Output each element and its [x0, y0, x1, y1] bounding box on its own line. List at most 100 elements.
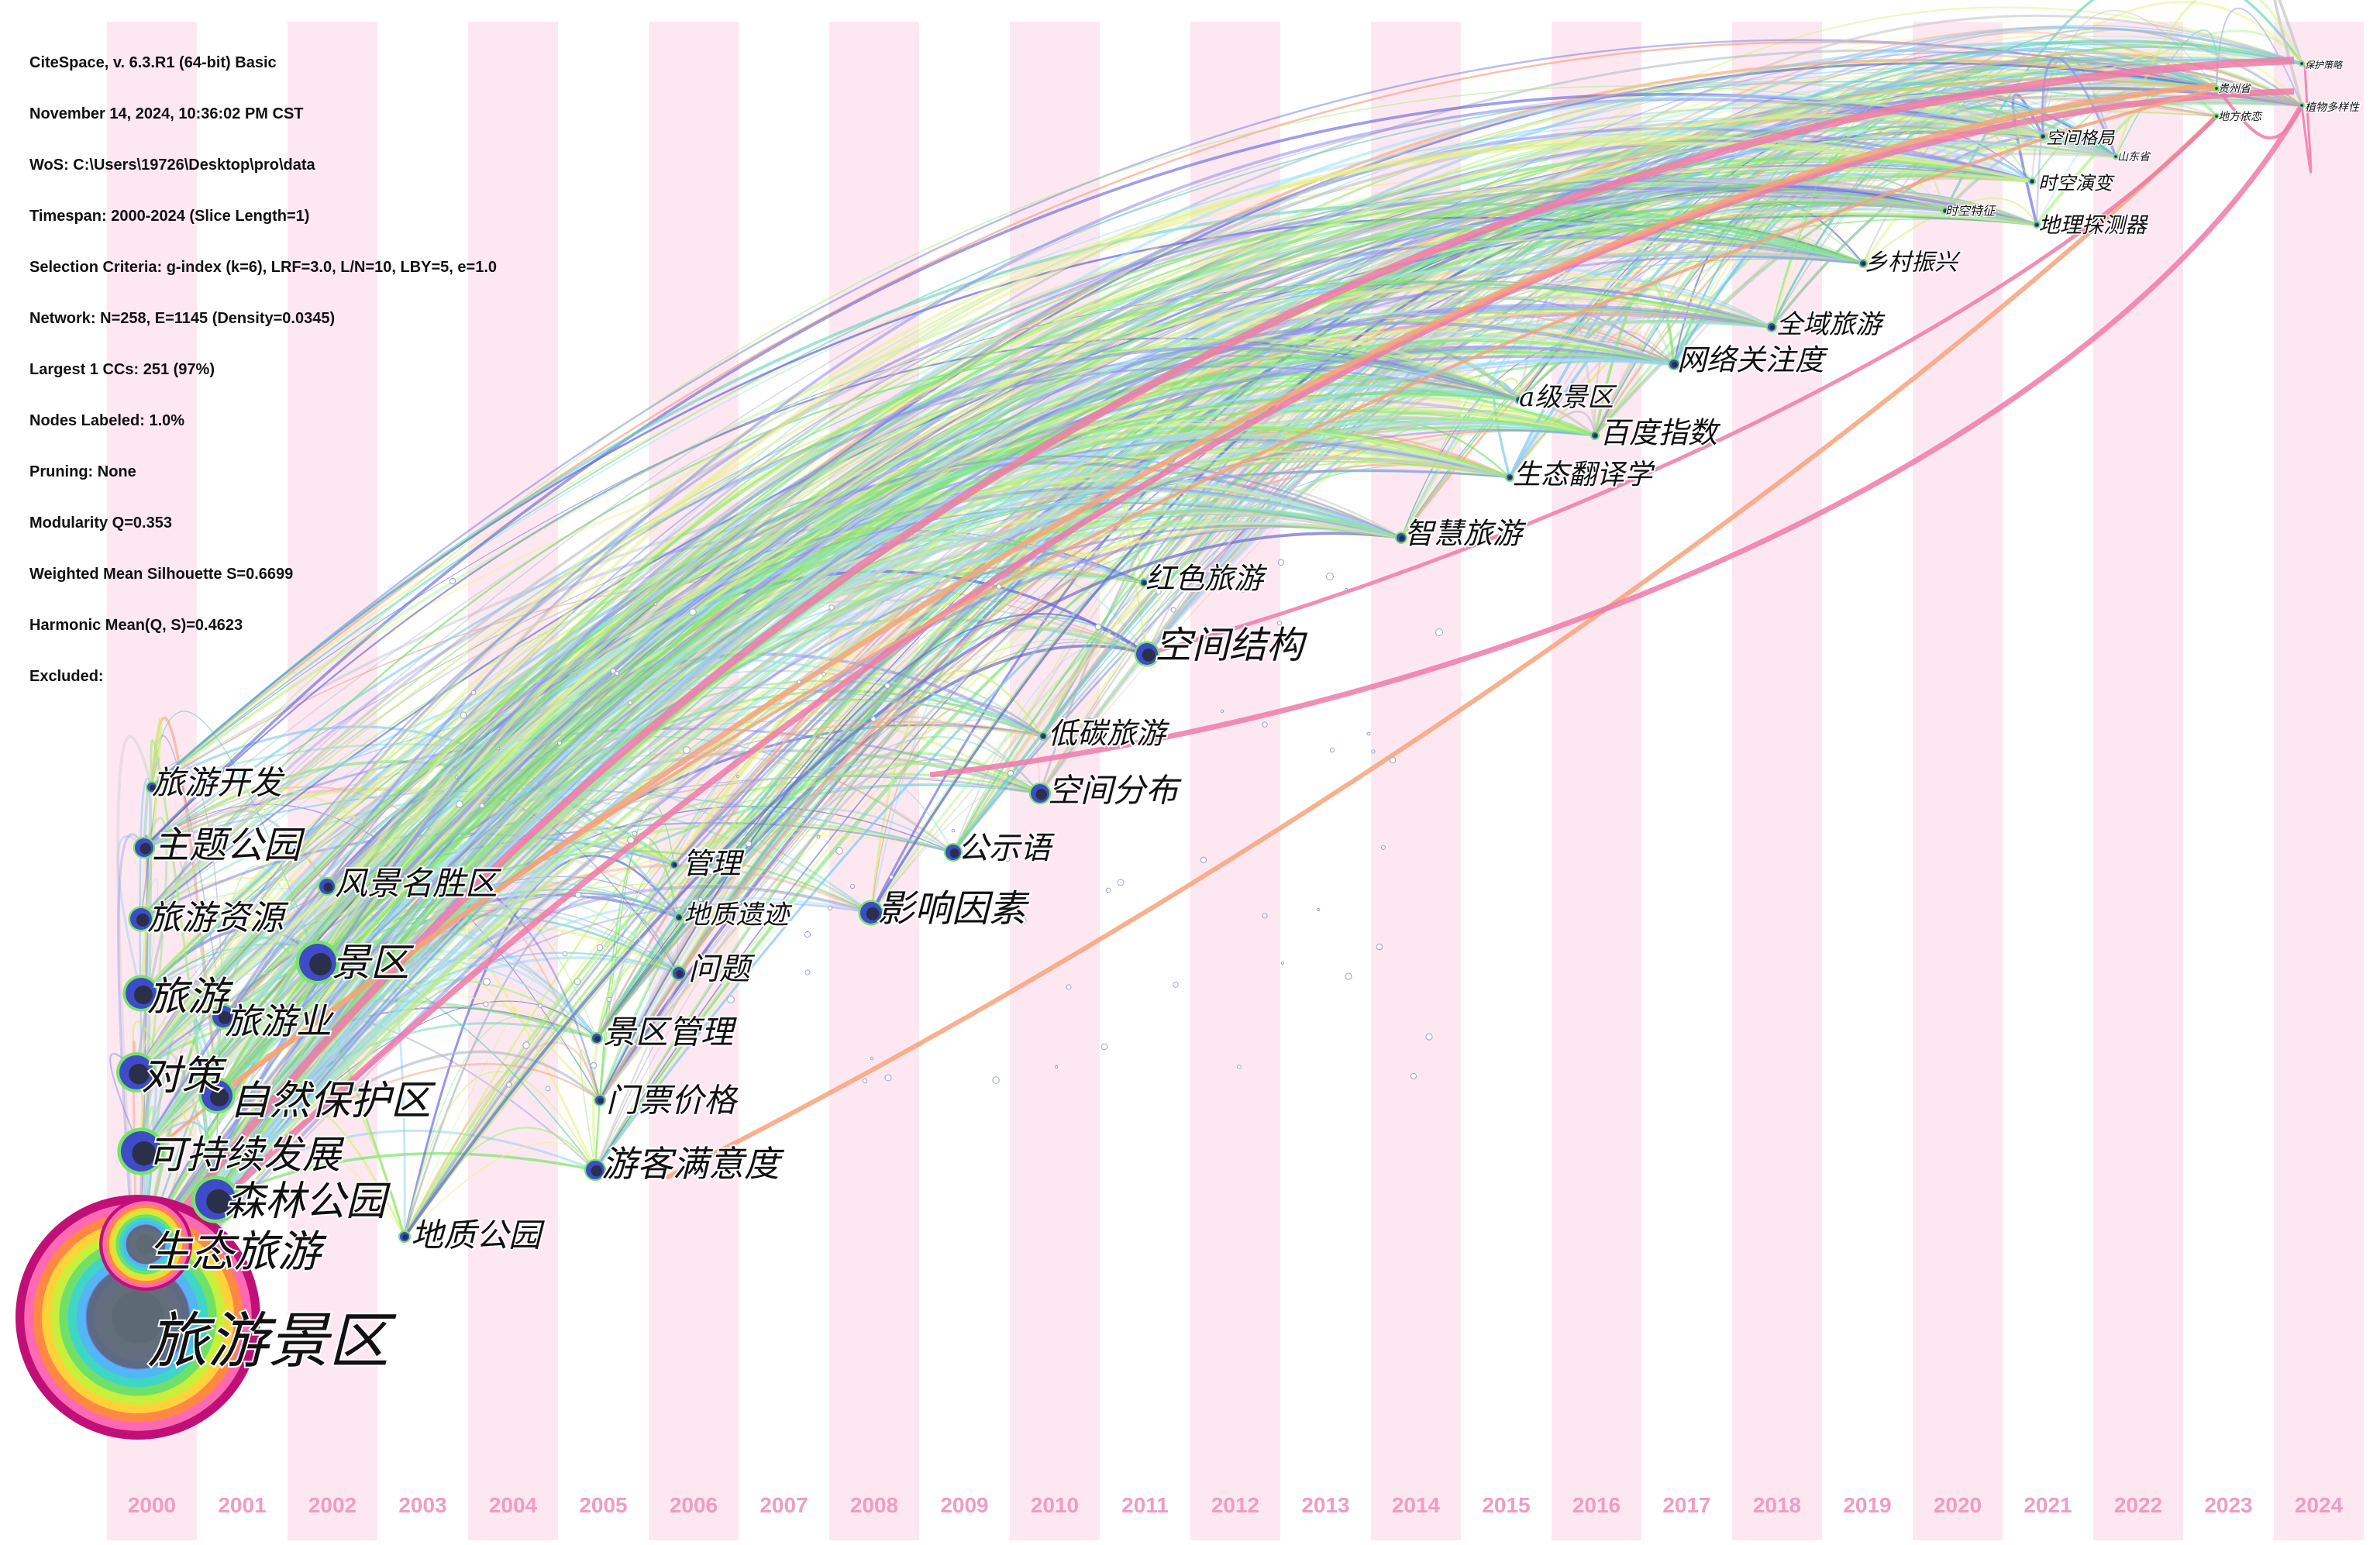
keyword-node[interactable] — [146, 781, 158, 793]
minor-node — [1381, 845, 1386, 850]
keyword-node[interactable] — [944, 843, 963, 862]
keyword-node[interactable] — [2213, 85, 2220, 91]
keyword-node[interactable] — [1038, 731, 1048, 741]
keyword-label: 地理探测器 — [2038, 212, 2149, 238]
minor-node — [1100, 1043, 1108, 1051]
keyword-node[interactable] — [1505, 473, 1514, 482]
keyword-node[interactable] — [122, 975, 160, 1012]
keyword-label: 地质公园 — [411, 1216, 545, 1254]
link — [139, 717, 163, 994]
keyword-node[interactable] — [1858, 259, 1868, 268]
minor-node — [538, 1003, 542, 1008]
keyword-node[interactable] — [2039, 132, 2047, 140]
year-label-2020: 2020 — [1934, 1493, 1982, 1517]
node-center — [2041, 135, 2045, 139]
minor-node — [1425, 1033, 1433, 1041]
link — [579, 1049, 601, 1171]
node-center — [1142, 649, 1156, 662]
info-line: CiteSpace, v. 6.3.R1 (64-bit) Basic — [29, 54, 277, 71]
keyword-node[interactable] — [128, 906, 154, 932]
long-link — [137, 172, 2033, 1318]
keyword-node[interactable] — [1514, 395, 1524, 404]
link — [143, 760, 676, 866]
keyword-node[interactable] — [671, 965, 687, 981]
minor-node — [606, 996, 612, 1003]
long-range-arc — [2300, 64, 2313, 174]
keyword-label: 保护策略 — [2305, 60, 2344, 71]
keyword-node[interactable] — [2299, 102, 2305, 108]
keyword-node[interactable] — [1395, 532, 1407, 544]
keyword-node[interactable] — [1668, 358, 1680, 370]
minor-node — [1326, 573, 1334, 580]
keyword-label: 风景名胜区 — [335, 865, 502, 903]
long-link — [316, 339, 1675, 964]
keyword-node[interactable] — [584, 1158, 607, 1182]
keyword-label: 可持续发展 — [147, 1133, 345, 1178]
keyword-node[interactable] — [116, 1052, 157, 1093]
long-link — [215, 383, 1596, 1097]
link — [150, 738, 217, 1200]
keyword-node[interactable] — [594, 1094, 606, 1106]
keyword-node[interactable] — [670, 860, 679, 869]
minor-node — [590, 1062, 598, 1069]
node-center — [1517, 398, 1521, 402]
minor-node — [1200, 856, 1207, 864]
keyword-node[interactable] — [2113, 153, 2119, 160]
long-link — [214, 335, 1675, 1201]
node-center — [1399, 535, 1405, 542]
keyword-label: 旅游业 — [225, 1000, 335, 1042]
keyword-node[interactable] — [398, 1230, 411, 1243]
keyword-node[interactable] — [210, 1003, 236, 1030]
keyword-node[interactable] — [1590, 431, 1600, 440]
keyword-node[interactable] — [1766, 322, 1777, 332]
keyword-node[interactable] — [191, 1175, 239, 1223]
node-center — [1508, 476, 1512, 480]
keyword-node[interactable] — [133, 836, 156, 859]
keyword-label: 乡村振兴 — [1865, 249, 1961, 277]
keyword-nodes[interactable] — [15, 60, 2305, 1440]
keyword-node[interactable] — [99, 1198, 192, 1291]
keyword-node[interactable] — [2299, 60, 2305, 67]
keyword-node[interactable] — [1134, 641, 1160, 667]
minor-node — [1366, 731, 1371, 736]
keyword-node[interactable] — [2213, 113, 2220, 119]
minor-node — [562, 951, 568, 957]
keyword-node[interactable] — [1941, 207, 1949, 215]
long-link — [136, 524, 1402, 1318]
keyword-label: 生态旅游 — [147, 1227, 327, 1278]
minor-node — [496, 746, 501, 751]
minor-node — [1376, 943, 1383, 951]
long-link — [317, 392, 1520, 963]
node-center — [150, 785, 156, 791]
link — [140, 347, 1520, 920]
minor-node — [1087, 717, 1093, 724]
keyword-node[interactable] — [295, 940, 340, 985]
long-range-arc — [929, 104, 2305, 778]
keyword-node[interactable] — [858, 900, 884, 926]
node-center — [132, 1141, 157, 1166]
minor-node — [1344, 587, 1348, 592]
minor-node — [1173, 982, 1179, 988]
long-link — [139, 339, 1520, 1153]
long-link — [215, 308, 1772, 1097]
minor-node — [454, 775, 459, 779]
long-link — [140, 312, 1675, 1152]
keyword-label: 山东省 — [2117, 151, 2151, 163]
keyword-node[interactable] — [1028, 782, 1052, 805]
keyword-node[interactable] — [591, 1032, 603, 1044]
keyword-node[interactable] — [2028, 177, 2036, 185]
long-link — [136, 239, 1864, 1073]
keyword-node[interactable] — [674, 913, 684, 922]
node-core — [126, 1224, 166, 1265]
keyword-node[interactable] — [1139, 578, 1149, 587]
co-occurrence-links — [109, 0, 2313, 1319]
keyword-node[interactable] — [318, 877, 336, 896]
year-label-2001: 2001 — [218, 1493, 266, 1517]
long-link — [140, 180, 2037, 1152]
minor-node — [1105, 887, 1111, 893]
minor-node — [697, 896, 704, 903]
keyword-node[interactable] — [198, 1077, 236, 1114]
keyword-node[interactable] — [2033, 221, 2041, 229]
keyword-node[interactable] — [117, 1127, 165, 1175]
